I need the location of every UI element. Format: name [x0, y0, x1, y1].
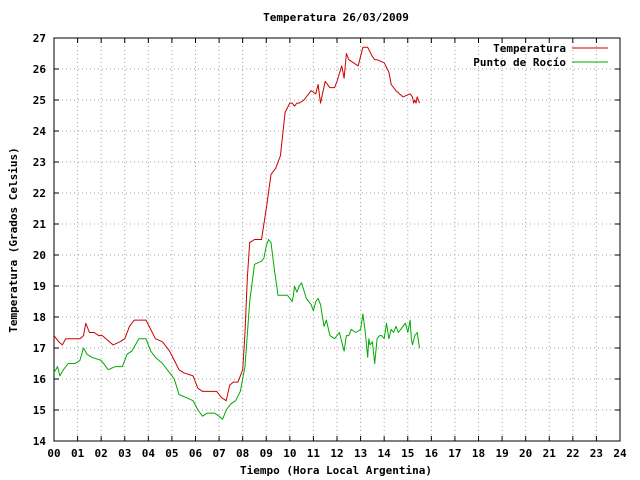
series-line-punto-de-rocio: [53, 239, 420, 420]
y-tick-label: 22: [33, 187, 46, 200]
x-tick-label: 07: [212, 447, 225, 460]
x-axis-label: Tiempo (Hora Local Argentina): [240, 464, 432, 477]
series-lines: [53, 46, 420, 420]
y-tick-label: 18: [33, 311, 46, 324]
y-tick-label: 17: [33, 342, 46, 355]
y-tick-label: 20: [33, 249, 46, 262]
x-tick-label: 04: [142, 447, 156, 460]
legend-label-punto-de-rocio: Punto de Rocío: [473, 56, 566, 69]
x-tick-labels: 00 01 02 03 04 05 06 07 08 09 10 11 12 13 14 15 16 17 18 19…: [47, 447, 627, 460]
y-tick-label: 25: [33, 94, 46, 107]
y-tick-label: 24: [33, 125, 47, 138]
y-tick-label: 21: [33, 218, 47, 231]
x-tick-label: 00: [47, 447, 60, 460]
x-tick-label: 05: [165, 447, 178, 460]
axis-ticks: [53, 37, 621, 442]
y-tick-labels: 14 15 16 17 18 19 20 21 22 23 24 25 26 27: [33, 32, 47, 448]
y-tick-label: 15: [33, 404, 46, 417]
x-tick-label: 12: [330, 447, 343, 460]
x-tick-label: 02: [95, 447, 108, 460]
legend: Temperatura Punto de Rocío: [473, 42, 608, 69]
y-tick-label: 19: [33, 280, 46, 293]
x-tick-label: 06: [189, 447, 203, 460]
x-tick-label: 23: [590, 447, 603, 460]
chart-title: Temperatura 26/03/2009: [263, 11, 409, 24]
series-line-temperatura: [53, 46, 420, 402]
x-tick-label: 18: [472, 447, 485, 460]
x-tick-label: 16: [425, 447, 439, 460]
y-axis-label: Temperatura (Grados Celsius): [7, 147, 20, 332]
x-tick-label: 21: [543, 447, 557, 460]
x-tick-label: 10: [283, 447, 296, 460]
x-tick-label: 11: [307, 447, 321, 460]
y-tick-label: 16: [33, 373, 47, 386]
x-tick-label: 20: [519, 447, 532, 460]
x-tick-label: 03: [118, 447, 131, 460]
x-tick-label: 22: [566, 447, 579, 460]
x-tick-label: 01: [71, 447, 85, 460]
y-tick-label: 26: [33, 63, 47, 76]
y-tick-label: 23: [33, 156, 46, 169]
legend-label-temperatura: Temperatura: [493, 42, 566, 55]
x-tick-label: 08: [236, 447, 249, 460]
x-tick-label: 15: [401, 447, 414, 460]
x-tick-label: 19: [495, 447, 508, 460]
x-tick-label: 17: [448, 447, 461, 460]
x-tick-label: 24: [613, 447, 627, 460]
x-tick-label: 09: [260, 447, 273, 460]
y-tick-label: 27: [33, 32, 46, 45]
x-tick-label: 14: [378, 447, 392, 460]
y-tick-label: 14: [33, 435, 47, 448]
x-tick-label: 13: [354, 447, 367, 460]
